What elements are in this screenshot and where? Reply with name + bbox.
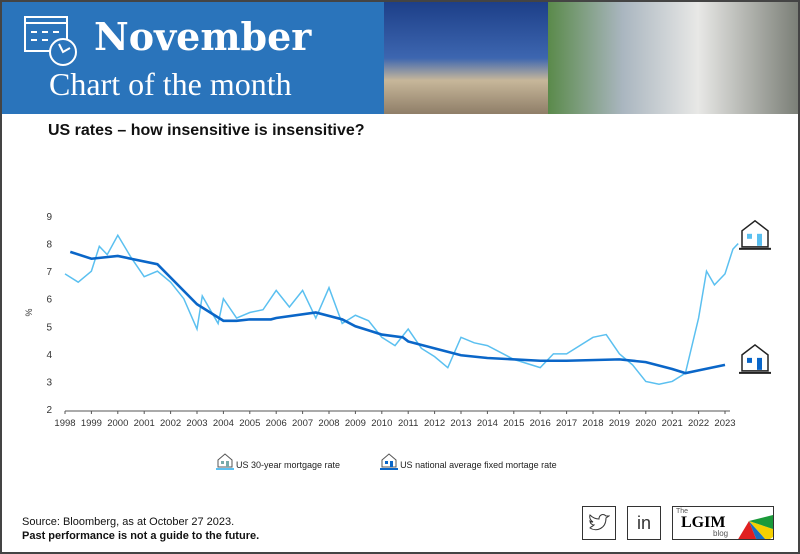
x-tick-label: 2012 (424, 418, 445, 429)
calendar-clock-icon (24, 16, 77, 66)
x-tick-label: 2008 (318, 418, 339, 429)
y-tick-label: 5 (46, 322, 52, 333)
umbrella-icon (738, 515, 773, 539)
legend: US 30-year mortgage rate US national ave… (216, 452, 557, 470)
x-tick-label: 2005 (239, 418, 260, 429)
x-tick-label: 2019 (609, 418, 630, 429)
series-line-0 (64, 233, 739, 385)
y-tick-label: 2 (46, 405, 52, 416)
x-tick-label: 2001 (134, 418, 155, 429)
y-tick-label: 9 (46, 212, 52, 223)
x-tick-label: 2003 (186, 418, 207, 429)
blog-word: blog (713, 529, 729, 538)
x-tick-label: 2010 (371, 418, 392, 429)
y-tick-label: 8 (46, 240, 52, 251)
y-axis-label: % (24, 308, 34, 316)
x-tick-label: 2021 (662, 418, 683, 429)
y-tick-label: 6 (46, 295, 52, 306)
x-tick-label: 2018 (582, 418, 603, 429)
legend-item-fixed: US national average fixed mortage rate (380, 452, 557, 470)
house-end-marker-fixed (739, 343, 771, 374)
x-tick-label: 2011 (398, 418, 418, 429)
house-end-marker-30yr (739, 219, 771, 250)
x-tick-label: 2020 (635, 418, 656, 429)
x-tick-label: 2015 (503, 418, 524, 429)
x-tick-label: 2006 (266, 418, 287, 429)
line-chart: 2 3 4 5 6 7 8 9 1998 1999 2000 2001 2002 2003 2004 2005… (24, 212, 771, 429)
linkedin-button[interactable]: in (627, 506, 661, 540)
disclaimer: Past performance is not a guide to the f… (22, 530, 260, 542)
y-tick-label: 3 (46, 377, 52, 388)
x-tick-label: 2000 (107, 418, 128, 429)
x-tick-label: 2014 (477, 418, 498, 429)
source-note: Source: Bloomberg, as at October 27 2023… (22, 516, 235, 528)
linkedin-icon: in (636, 512, 651, 533)
y-tick-label: 7 (46, 267, 52, 278)
legend-item-30yr: US 30-year mortgage rate (216, 452, 340, 470)
x-tick-label: 2004 (213, 418, 234, 429)
series-line-1 (69, 250, 726, 375)
x-tick-label: 2023 (714, 418, 735, 429)
x-tick-label: 2002 (160, 418, 181, 429)
y-tick-label: 4 (46, 350, 52, 361)
x-tick-label: 1998 (54, 418, 75, 429)
x-tick-label: 2013 (450, 418, 471, 429)
blog-name: LGIM (681, 514, 726, 531)
house-icon (216, 453, 234, 470)
x-tick-label: 2016 (530, 418, 551, 429)
x-tick-label: 2017 (556, 418, 577, 429)
twitter-button[interactable] (582, 506, 616, 540)
lgim-blog-logo[interactable]: The LGIM blog (672, 506, 774, 540)
header-banner: November Chart of the month (2, 2, 384, 114)
series-title: Chart of the month (49, 66, 292, 102)
x-tick-label: 2007 (292, 418, 313, 429)
x-tick-label: 2009 (345, 418, 366, 429)
legend-label: US national average fixed mortage rate (400, 460, 557, 470)
legend-label: US 30-year mortgage rate (236, 460, 341, 470)
x-tick-label: 1999 (81, 418, 102, 429)
houses-photo (548, 2, 798, 114)
x-tick-label: 2022 (688, 418, 709, 429)
blog-the: The (676, 508, 689, 515)
twitter-bird-icon (589, 514, 610, 531)
chart-title: US rates – how insensitive is insensitiv… (48, 122, 365, 139)
capitol-photo (384, 2, 548, 114)
month-title: November (94, 14, 312, 59)
house-icon (380, 453, 399, 470)
